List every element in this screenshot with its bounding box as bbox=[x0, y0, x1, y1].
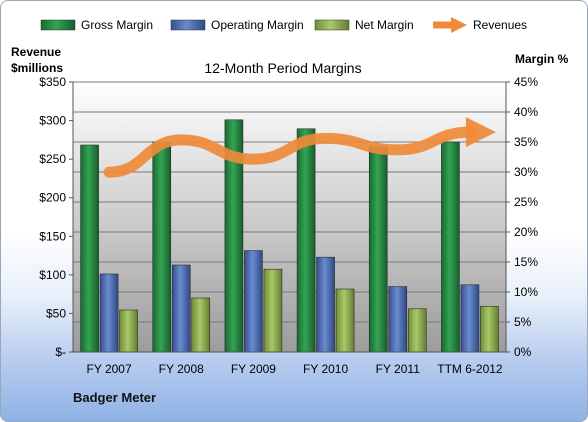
y-right-tick-label: 5% bbox=[514, 315, 532, 329]
y-right-tick-label: 45% bbox=[514, 75, 538, 89]
bar bbox=[316, 256, 335, 353]
y-right-tick-label: 15% bbox=[514, 255, 538, 269]
bar bbox=[191, 297, 211, 353]
bar bbox=[335, 288, 355, 353]
x-tick-label: FY 2010 bbox=[303, 362, 348, 376]
y-right-tick-label: 30% bbox=[514, 165, 538, 179]
bar bbox=[441, 141, 460, 353]
y-right-tick-label: 40% bbox=[514, 105, 538, 119]
chart-title: 12-Month Period Margins bbox=[204, 60, 361, 76]
legend-arrow bbox=[451, 17, 467, 33]
y-left-tick-label: $250 bbox=[39, 152, 66, 166]
legend-label: Gross Margin bbox=[81, 18, 153, 32]
y-right-tick-label: 35% bbox=[514, 135, 538, 149]
y-left-tick-label: $200 bbox=[39, 191, 66, 205]
legend-swatch bbox=[170, 19, 206, 31]
bar bbox=[480, 306, 499, 353]
legend-label: Operating Margin bbox=[211, 18, 304, 32]
bar bbox=[244, 250, 263, 353]
revenues-arrowhead bbox=[465, 117, 496, 148]
y-right-tick-label: 0% bbox=[514, 345, 532, 359]
legend-swatch bbox=[40, 19, 76, 31]
bar bbox=[460, 284, 480, 353]
y-left-label-line2: $millions bbox=[11, 61, 63, 75]
y-left-tick-label: $50 bbox=[46, 306, 66, 320]
y-left-tick-label: $150 bbox=[39, 229, 66, 243]
x-tick-label: FY 2011 bbox=[376, 362, 421, 376]
x-tick-label: FY 2009 bbox=[231, 362, 276, 376]
company-name: Badger Meter bbox=[73, 390, 157, 405]
bar bbox=[99, 273, 119, 353]
x-tick-label: FY 2007 bbox=[87, 362, 132, 376]
bar bbox=[80, 144, 99, 353]
legend-label: Net Margin bbox=[355, 18, 414, 32]
bar bbox=[296, 128, 316, 353]
legend-label: Revenues bbox=[473, 18, 527, 32]
y-left-tick-label: $100 bbox=[39, 268, 66, 282]
bar bbox=[171, 264, 191, 353]
legend-swatch bbox=[314, 19, 350, 31]
y-left-label-line1: Revenue bbox=[11, 45, 61, 59]
y-left-tick-label: $350 bbox=[39, 75, 66, 89]
bar bbox=[368, 146, 388, 353]
y-right-label: Margin % bbox=[515, 52, 569, 66]
x-tick-label: TTM 6-2012 bbox=[437, 362, 503, 376]
bar bbox=[263, 268, 283, 353]
y-left-tick-label: $- bbox=[55, 345, 66, 359]
y-right-tick-label: 20% bbox=[514, 225, 538, 239]
y-right-tick-label: 25% bbox=[514, 195, 538, 209]
y-right-tick-label: 10% bbox=[514, 285, 538, 299]
y-left-tick-label: $300 bbox=[39, 114, 66, 128]
bar bbox=[407, 308, 427, 353]
bar bbox=[152, 141, 172, 353]
x-tick-label: FY 2008 bbox=[159, 362, 204, 376]
bar bbox=[119, 309, 138, 353]
bar bbox=[388, 286, 408, 353]
revenues-line bbox=[103, 126, 476, 178]
plot-area bbox=[72, 81, 507, 353]
